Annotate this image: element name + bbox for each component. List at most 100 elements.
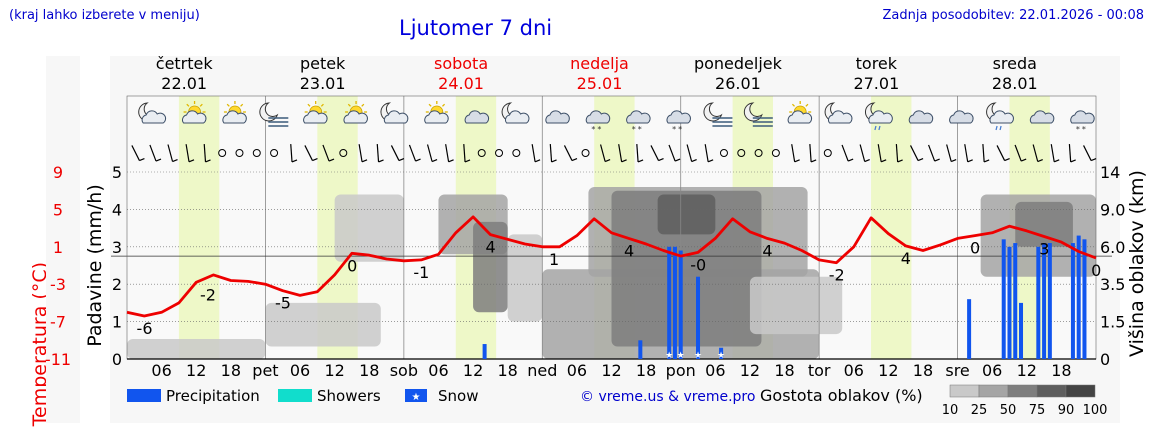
temperature-label: 0	[1091, 261, 1101, 280]
temp-tick-label: 5	[53, 200, 63, 219]
wind-barb-icon	[149, 144, 162, 162]
wind-barb-icon	[1014, 144, 1027, 162]
day-name: nedelja	[570, 54, 629, 73]
wind-calm-icon	[252, 149, 261, 157]
precip-bar	[1076, 235, 1081, 359]
x-tick-label: sre	[945, 361, 969, 380]
daylight-band	[178, 96, 220, 359]
svg-text:*: *	[1082, 125, 1086, 134]
cloud-tick-label: 6.0	[1100, 238, 1125, 257]
day-date: 26.01	[715, 74, 761, 93]
precip-bar	[1042, 243, 1047, 359]
temperature-label: -0	[690, 255, 706, 274]
x-tick-label: ned	[527, 361, 557, 380]
x-tick-label: 18	[359, 361, 379, 380]
wind-calm-icon	[754, 149, 763, 157]
moon-cloud-icon	[824, 102, 853, 124]
cloud-ramp-label: 10	[942, 403, 959, 418]
wind-barb-icon	[1068, 143, 1076, 163]
precip-bar	[1047, 243, 1052, 359]
wind-barb-icon	[650, 145, 664, 162]
wind-barb-icon	[809, 143, 817, 163]
cloud-ramp-swatch	[1036, 384, 1067, 398]
cloud-ramp-label: 75	[1029, 403, 1046, 418]
temperature-label: 4	[624, 241, 634, 260]
cloud-density-cell	[657, 194, 716, 235]
day-date: 24.01	[438, 74, 484, 93]
temperature-label: -1	[413, 263, 429, 282]
precip-bar	[967, 299, 972, 359]
svg-text:*: *	[591, 125, 595, 134]
x-tick-label: 18	[636, 361, 656, 380]
wind-barb-icon	[408, 144, 421, 162]
wind-calm-icon	[495, 149, 504, 157]
precip-bar	[482, 344, 487, 359]
precip-tick-label: 0	[112, 350, 122, 369]
svg-text:*: *	[632, 125, 636, 134]
day-name: sobota	[434, 54, 488, 73]
sun-cloud-icon	[303, 101, 328, 124]
wind-barb-icon	[322, 144, 335, 162]
wind-calm-icon	[218, 149, 227, 157]
wind-barb-icon	[531, 144, 541, 163]
precip-bar	[672, 246, 677, 359]
day-name: sreda	[993, 54, 1037, 73]
wind-barb-icon	[376, 143, 384, 163]
cloud-density-cell	[1015, 201, 1073, 247]
temp-tick-label: 1	[53, 238, 63, 257]
day-date: 28.01	[992, 74, 1038, 93]
temperature-label: -5	[275, 294, 291, 313]
snow-cloud-icon: * *	[666, 110, 691, 134]
last-update: Zadnja posodobitev: 22.01.2026 - 00:08	[882, 8, 1144, 23]
wind-calm-icon	[270, 149, 279, 157]
wind-barb-icon	[859, 144, 870, 163]
moon-cloud-icon	[501, 102, 530, 124]
x-tick-label: 06	[982, 361, 1002, 380]
legend-showers-swatch	[278, 389, 312, 402]
wind-barb-icon	[668, 144, 681, 162]
x-tick-label: 18	[1051, 361, 1071, 380]
temperature-label: 4	[901, 249, 911, 268]
x-tick-label: 18	[221, 361, 241, 380]
wind-calm-icon	[737, 149, 746, 157]
precip-bar	[638, 340, 643, 359]
cloud-ramp-label: 25	[971, 403, 988, 418]
x-tick-label: 12	[1017, 361, 1037, 380]
snow-marker: ★	[677, 351, 685, 361]
rain-cloud-icon	[464, 110, 490, 124]
x-tick-label: 12	[740, 361, 760, 380]
temperature-label: -2	[200, 285, 216, 304]
temp-tick-label: -3	[50, 275, 66, 294]
wind-barb-icon	[946, 144, 957, 163]
temperature-label: 0	[970, 239, 980, 258]
cloud-density-cell	[265, 302, 381, 347]
moon-fog-icon	[703, 102, 733, 127]
wind-barb-icon	[563, 145, 578, 162]
precip-tick-label: 3	[112, 238, 122, 257]
temperature-label: 4	[486, 238, 496, 257]
location-note[interactable]: (kraj lahko izberete v meniju)	[9, 8, 200, 23]
legend-precipitation-swatch	[127, 389, 161, 402]
snow-cloud-icon: * *	[585, 110, 611, 134]
wind-barb-icon	[445, 144, 454, 163]
wind-calm-icon	[339, 149, 348, 157]
cloud-ramp-label: 90	[1058, 403, 1075, 418]
wind-barb-icon	[877, 144, 887, 163]
temp-tick-label: -11	[45, 350, 71, 369]
day-date: 25.01	[577, 74, 623, 93]
cloud-tick-label: 3.5	[1100, 275, 1125, 294]
precip-bar	[1036, 246, 1041, 359]
sun-cloud-icon	[222, 101, 247, 124]
wind-barb-icon	[185, 144, 195, 163]
wind-barb-icon	[686, 144, 697, 163]
moon-rain-icon	[865, 102, 893, 131]
wind-barb-icon	[636, 143, 644, 163]
x-tick-label: 06	[151, 361, 171, 380]
wind-barb-icon	[928, 144, 940, 162]
x-tick-label: 18	[774, 361, 794, 380]
x-tick-label: 06	[567, 361, 587, 380]
cloud-axis-label: Višina oblakov (km)	[1126, 170, 1148, 357]
sun-cloud-icon	[424, 101, 449, 124]
temperature-label: 3	[1039, 240, 1049, 259]
